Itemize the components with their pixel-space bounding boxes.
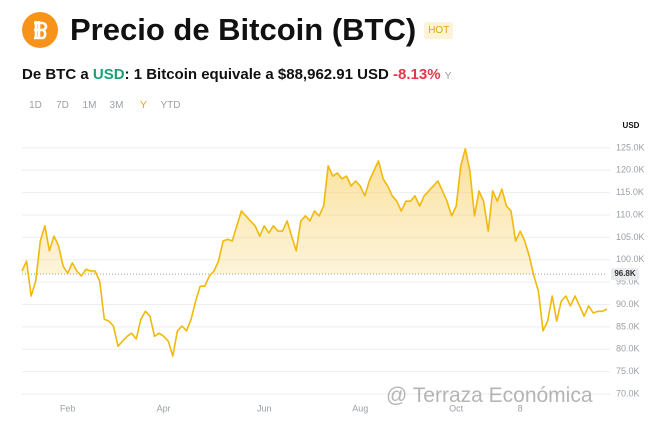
range-button[interactable]: 7D: [56, 100, 69, 111]
reference-badge: [611, 268, 639, 281]
subtitle: De BTC a USD: 1 Bitcoin equivale a $88,9…: [22, 66, 451, 83]
y-tick-label: 115.0K: [616, 187, 644, 197]
change: -8.13%: [393, 66, 441, 83]
watermark: @ Terraza Económica: [386, 384, 593, 407]
range-button[interactable]: 1M: [82, 100, 97, 111]
y-tick-label: 110.0K: [616, 209, 644, 219]
y-tick-label: 125.0K: [616, 142, 645, 152]
x-tick-label: Oct: [449, 403, 464, 413]
y-tick-label: 100.0K: [616, 254, 645, 264]
badge: HOT: [424, 21, 454, 39]
header: Precio de Bitcoin (BTC) HOT: [22, 12, 454, 48]
reference-label: 96.8K: [614, 269, 636, 278]
y-tick-label: 80.0K: [616, 344, 640, 354]
currency[interactable]: USD: [92, 66, 125, 83]
y-tick-label: 120.0K: [616, 165, 645, 175]
title: Precio de Bitcoin (BTC): [70, 12, 417, 47]
range-button[interactable]: 3M: [109, 100, 124, 111]
range-button[interactable]: YTD: [160, 100, 181, 111]
x-tick-label: Apr: [157, 403, 171, 413]
x-tick-label: 8: [518, 403, 523, 413]
range-selector: 1D 7D 1M 3M Y YTD: [22, 100, 184, 111]
y-unit: USD: [623, 121, 640, 130]
bitcoin-glyph: [34, 21, 48, 40]
range-button[interactable]: Y: [140, 100, 147, 111]
period: Y: [444, 71, 452, 82]
y-tick-label: 90.0K: [616, 299, 640, 309]
y-tick-label: 70.0K: [616, 388, 640, 398]
x-tick-label: Aug: [352, 403, 368, 413]
area-fill: [22, 148, 607, 275]
y-tick-label: 95.0K: [616, 277, 640, 287]
y-tick-label: 75.0K: [616, 366, 640, 376]
x-tick-label: Feb: [60, 403, 76, 413]
y-tick-label: 85.0K: [616, 321, 640, 331]
range-button[interactable]: 1D: [29, 100, 42, 111]
subtitle-text: : 1 Bitcoin equivale a $88,962.91 USD: [124, 66, 393, 83]
price-line: [21, 148, 608, 357]
subtitle-text: De BTC a: [22, 66, 93, 83]
bitcoin-icon: [22, 12, 58, 48]
y-tick-label: 105.0K: [616, 232, 645, 242]
x-tick-label: Jun: [257, 403, 272, 413]
